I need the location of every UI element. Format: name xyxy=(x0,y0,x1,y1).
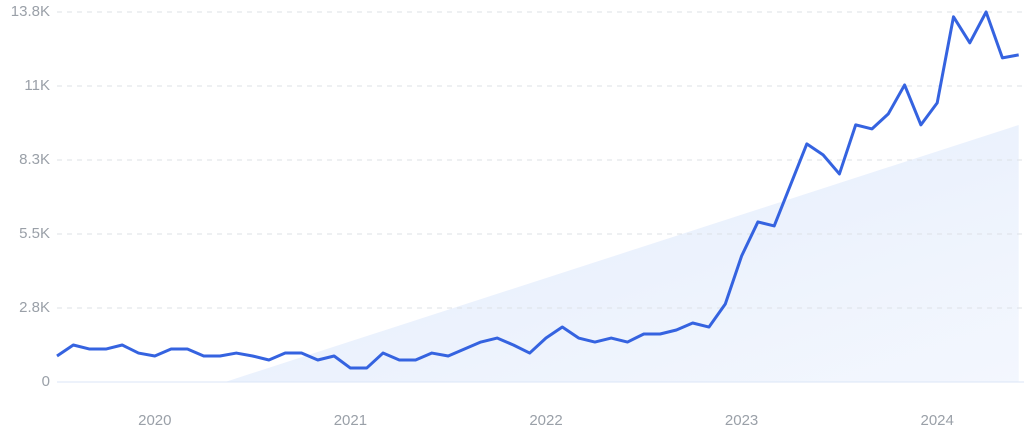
x-tick-label: 2022 xyxy=(529,412,562,429)
y-tick-label: 2.8K xyxy=(19,299,50,316)
x-tick-label: 2023 xyxy=(725,412,758,429)
x-tick-label: 2020 xyxy=(138,412,171,429)
y-tick-label: 8.3K xyxy=(19,151,50,168)
y-tick-label: 0 xyxy=(42,373,50,390)
x-tick-label: 2021 xyxy=(334,412,367,429)
data-line xyxy=(56,10,1019,370)
y-tick-label: 11K xyxy=(24,77,50,94)
trend-area xyxy=(57,125,1019,382)
x-tick-label: 2024 xyxy=(921,412,954,429)
y-tick-label: 5.5K xyxy=(19,225,50,242)
y-tick-label: 13.8K xyxy=(11,3,50,20)
